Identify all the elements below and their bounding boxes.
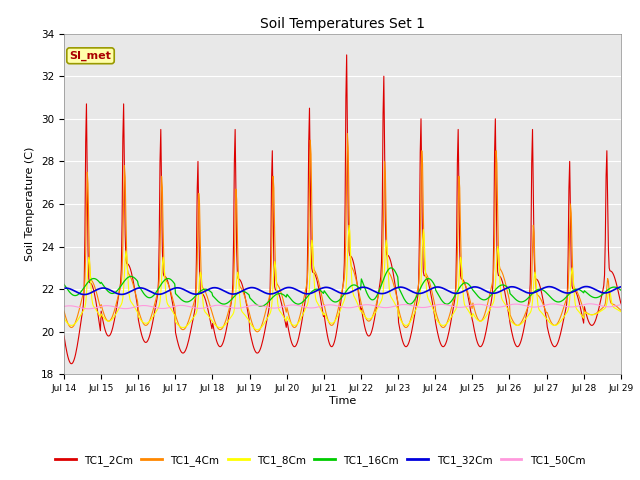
Line: TC1_4Cm: TC1_4Cm: [64, 134, 621, 332]
Line: TC1_2Cm: TC1_2Cm: [64, 55, 621, 364]
TC1_50Cm: [70, 303, 78, 309]
TC1_8Cm: [60, 315, 68, 321]
TC1_16Cm: [214, 298, 221, 303]
TC1_4Cm: [184, 320, 192, 325]
Line: TC1_8Cm: TC1_8Cm: [64, 225, 621, 330]
Line: TC1_32Cm: TC1_32Cm: [64, 287, 621, 295]
TC1_50Cm: [586, 301, 594, 307]
TC1_16Cm: [60, 282, 68, 288]
TC1_50Cm: [60, 303, 68, 309]
TC1_16Cm: [70, 293, 78, 299]
TC1_8Cm: [254, 327, 262, 333]
TC1_2Cm: [412, 307, 419, 312]
TC1_8Cm: [345, 222, 353, 228]
TC1_16Cm: [257, 303, 264, 309]
Line: TC1_16Cm: TC1_16Cm: [64, 268, 621, 306]
TC1_16Cm: [617, 287, 625, 293]
TC1_4Cm: [617, 307, 625, 313]
TC1_32Cm: [60, 286, 68, 291]
TC1_4Cm: [344, 131, 351, 137]
TC1_8Cm: [617, 309, 625, 314]
Legend: TC1_2Cm, TC1_4Cm, TC1_8Cm, TC1_16Cm, TC1_32Cm, TC1_50Cm: TC1_2Cm, TC1_4Cm, TC1_8Cm, TC1_16Cm, TC1…: [51, 451, 589, 470]
X-axis label: Time: Time: [329, 396, 356, 406]
TC1_4Cm: [412, 296, 419, 302]
TC1_8Cm: [70, 322, 78, 327]
TC1_2Cm: [617, 300, 625, 306]
TC1_32Cm: [428, 286, 435, 292]
TC1_50Cm: [185, 303, 193, 309]
TC1_2Cm: [128, 273, 136, 278]
TC1_32Cm: [185, 289, 193, 295]
TC1_2Cm: [214, 342, 222, 348]
TC1_8Cm: [412, 307, 419, 313]
TC1_8Cm: [214, 324, 221, 329]
TC1_2Cm: [428, 297, 436, 302]
TC1_16Cm: [184, 299, 192, 305]
TC1_8Cm: [428, 303, 436, 309]
TC1_2Cm: [68, 361, 76, 367]
TC1_50Cm: [411, 303, 419, 309]
TC1_8Cm: [184, 322, 192, 328]
TC1_50Cm: [617, 302, 625, 308]
TC1_8Cm: [127, 300, 135, 305]
TC1_50Cm: [128, 305, 136, 311]
TC1_32Cm: [128, 288, 136, 293]
TC1_4Cm: [254, 329, 262, 335]
TC1_2Cm: [185, 337, 193, 343]
TC1_50Cm: [214, 302, 222, 308]
TC1_2Cm: [343, 52, 351, 58]
TC1_32Cm: [80, 292, 88, 298]
TC1_50Cm: [428, 303, 435, 309]
Title: Soil Temperatures Set 1: Soil Temperatures Set 1: [260, 17, 425, 31]
TC1_4Cm: [127, 276, 135, 282]
Line: TC1_50Cm: TC1_50Cm: [64, 304, 621, 309]
Text: SI_met: SI_met: [70, 51, 111, 61]
TC1_2Cm: [60, 333, 68, 339]
TC1_16Cm: [412, 295, 419, 301]
TC1_32Cm: [214, 286, 222, 291]
TC1_32Cm: [582, 284, 590, 289]
Y-axis label: Soil Temperature (C): Soil Temperature (C): [26, 147, 35, 261]
TC1_16Cm: [387, 265, 395, 271]
TC1_2Cm: [71, 354, 79, 360]
TC1_4Cm: [428, 288, 436, 294]
TC1_16Cm: [127, 274, 135, 279]
TC1_32Cm: [70, 288, 78, 294]
TC1_50Cm: [84, 306, 92, 312]
TC1_4Cm: [60, 308, 68, 314]
TC1_32Cm: [411, 290, 419, 296]
TC1_4Cm: [214, 324, 221, 330]
TC1_32Cm: [617, 284, 625, 290]
TC1_16Cm: [428, 278, 436, 284]
TC1_4Cm: [70, 323, 78, 328]
